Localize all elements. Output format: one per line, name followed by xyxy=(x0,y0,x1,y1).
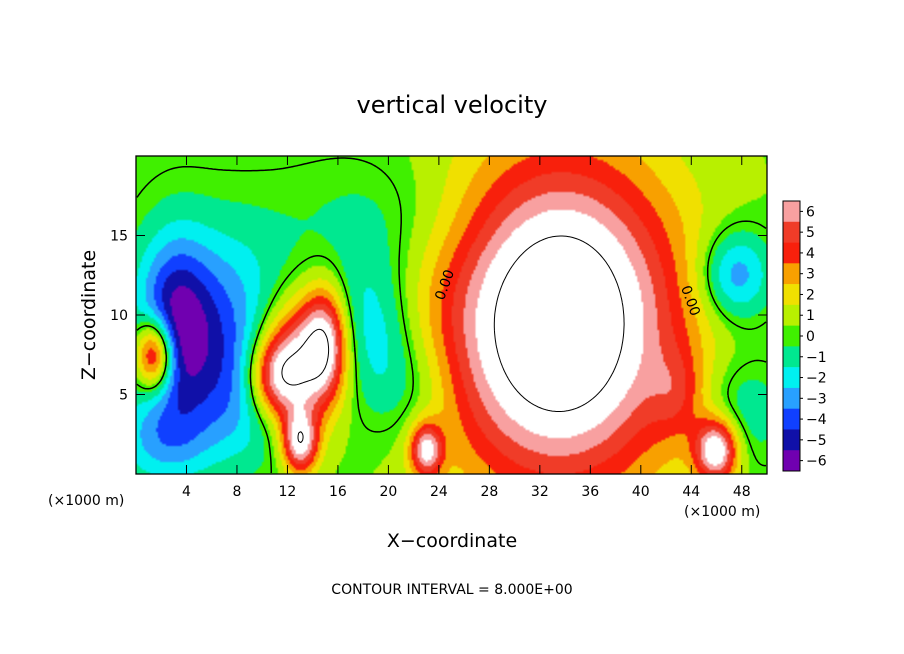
colorbar-label: 0 xyxy=(806,329,815,345)
colorbar: 6 5 4 3 2 1 0 −1 −2 −3 −4 −5 −6 xyxy=(782,200,827,472)
colorbar-label: −1 xyxy=(806,350,827,366)
colorbar-label: 5 xyxy=(806,225,815,241)
x-axis: 4 8 12 16 20 24 28 32 36 40 44 48 xyxy=(182,156,751,500)
colorbar-swatch xyxy=(783,221,800,243)
x-tick-label: 8 xyxy=(232,484,241,500)
y-tick-label: 15 xyxy=(110,229,128,245)
x-tick-label: 28 xyxy=(480,484,498,500)
colorbar-label: 6 xyxy=(806,204,815,220)
chart-title: vertical velocity xyxy=(357,91,548,119)
x-tick-label: 32 xyxy=(531,484,549,500)
colorbar-label: −4 xyxy=(806,412,827,428)
colorbar-label: 4 xyxy=(806,246,815,262)
y-tick-label: 5 xyxy=(119,388,128,404)
contour-interval-note: CONTOUR INTERVAL = 8.000E+00 xyxy=(331,582,572,598)
colorbar-label: −6 xyxy=(806,454,827,470)
colorbar-swatch xyxy=(783,242,800,264)
colorbar-swatch xyxy=(783,367,800,389)
x-unit-left: (×1000 m) xyxy=(48,493,124,509)
colorbar-label: −5 xyxy=(806,433,827,449)
colorbar-label: 3 xyxy=(806,267,815,283)
x-tick-label: 4 xyxy=(182,484,191,500)
colorbar-swatch xyxy=(783,387,800,409)
colorbar-swatch xyxy=(783,450,800,472)
y-tick-label: 10 xyxy=(110,308,128,324)
x-unit-right: (×1000 m) xyxy=(684,504,760,520)
colorbar-label: −3 xyxy=(806,391,827,407)
y-axis-label: Z−coordinate xyxy=(78,250,100,380)
plot-area: 0.00 0.00 xyxy=(135,155,768,475)
x-tick-label: 44 xyxy=(682,484,700,500)
colorbar-swatch xyxy=(783,325,800,347)
contour-plus-8 xyxy=(281,235,625,444)
colorbar-swatch xyxy=(783,429,800,451)
colorbar-label: 2 xyxy=(806,287,815,303)
contour-zero xyxy=(136,157,767,474)
x-tick-label: 48 xyxy=(733,484,751,500)
x-tick-label: 16 xyxy=(329,484,347,500)
y-axis: 5 10 15 xyxy=(110,229,767,404)
colorbar-label: −2 xyxy=(806,371,827,387)
colorbar-swatch xyxy=(783,304,800,326)
x-tick-label: 40 xyxy=(632,484,650,500)
x-tick-label: 20 xyxy=(379,484,397,500)
colorbar-swatch xyxy=(783,346,800,368)
x-tick-label: 36 xyxy=(581,484,599,500)
colorbar-swatch xyxy=(783,284,800,306)
colorbar-label: 1 xyxy=(806,308,815,324)
x-tick-label: 24 xyxy=(430,484,448,500)
colorbar-swatch xyxy=(783,201,800,223)
colorbar-swatch xyxy=(783,408,800,430)
x-tick-label: 12 xyxy=(279,484,297,500)
colorbar-swatch xyxy=(783,263,800,285)
velocity-field xyxy=(136,156,767,474)
x-axis-label: X−coordinate xyxy=(387,530,517,552)
